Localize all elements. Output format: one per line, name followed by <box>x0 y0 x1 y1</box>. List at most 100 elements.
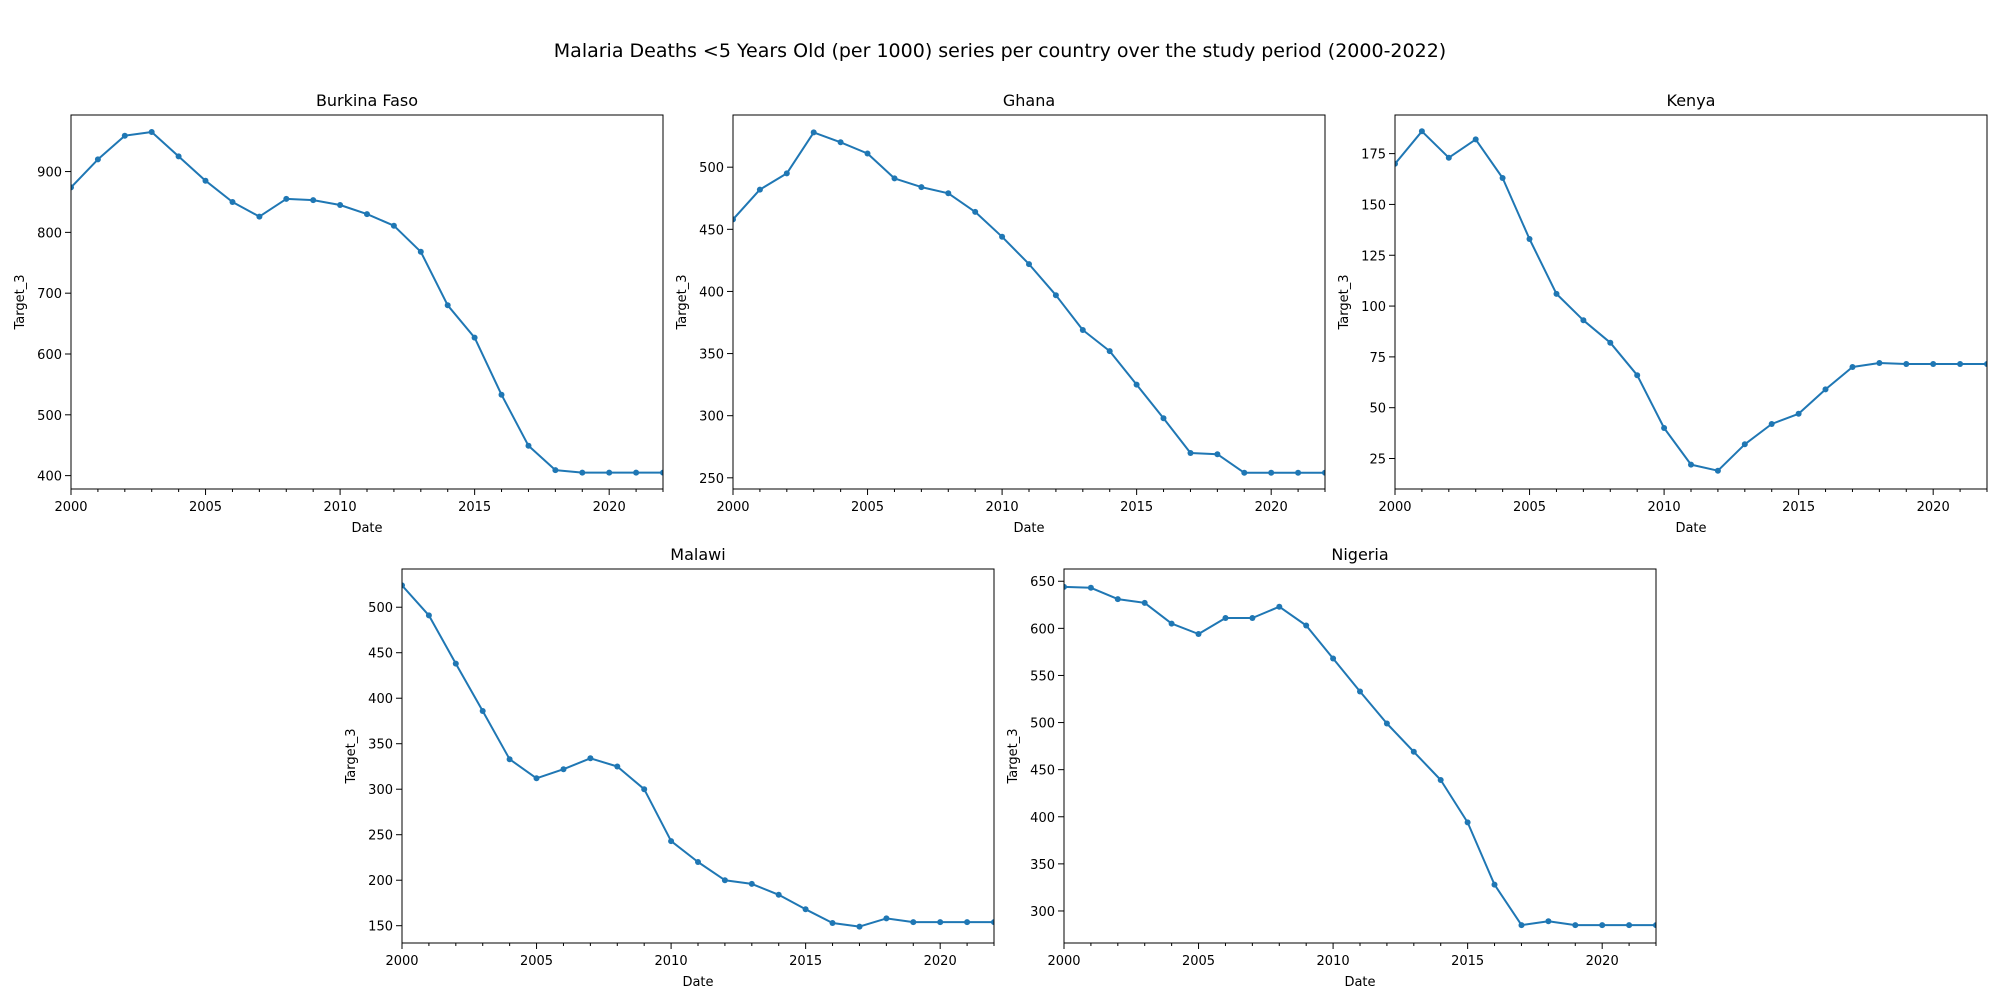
data-point <box>95 156 101 162</box>
x-tick-label: 2010 <box>324 500 357 515</box>
data-point <box>1419 128 1425 134</box>
data-point <box>1599 922 1605 928</box>
data-point <box>526 443 532 449</box>
data-point <box>1107 348 1113 354</box>
y-tick-label: 400 <box>37 470 62 485</box>
data-point <box>614 764 620 770</box>
y-tick-label: 500 <box>37 409 62 424</box>
x-tick-label: 2015 <box>458 500 491 515</box>
data-point <box>1053 292 1059 298</box>
data-point <box>1545 918 1551 924</box>
x-tick-label: 2005 <box>1182 954 1215 969</box>
data-point <box>999 234 1005 240</box>
y-tick-label: 400 <box>1030 811 1055 826</box>
data-point <box>1142 600 1148 606</box>
data-point <box>391 223 397 229</box>
data-point <box>1169 621 1175 627</box>
y-tick-label: 350 <box>699 348 724 363</box>
x-tick-label: 2005 <box>851 500 884 515</box>
x-tick-label: 2000 <box>1378 500 1411 515</box>
data-point <box>480 708 486 714</box>
data-point <box>1026 261 1032 267</box>
y-axis-label: Target_3 <box>344 729 359 785</box>
y-tick-label: 450 <box>1030 764 1055 779</box>
y-tick-label: 350 <box>368 738 393 753</box>
subplot-title: Kenya <box>1667 91 1716 110</box>
data-point <box>865 151 871 157</box>
data-point <box>579 470 585 476</box>
data-point <box>1715 468 1721 474</box>
data-point <box>203 178 209 184</box>
y-tick-label: 150 <box>368 920 393 935</box>
y-tick-label: 450 <box>368 647 393 662</box>
data-point <box>784 170 790 176</box>
data-point <box>803 906 809 912</box>
y-tick-label: 900 <box>37 166 62 181</box>
y-axis-label: Target_3 <box>13 275 28 331</box>
data-point <box>445 302 451 308</box>
data-point <box>230 199 236 205</box>
data-point <box>1492 882 1498 888</box>
data-point <box>1223 615 1229 621</box>
subplot-title: Malawi <box>670 545 725 564</box>
figure-title: Malaria Deaths <5 Years Old (per 1000) s… <box>554 40 1446 62</box>
data-point <box>1276 604 1282 610</box>
subplot-title: Nigeria <box>1331 545 1388 564</box>
y-tick-label: 600 <box>1030 622 1055 637</box>
y-tick-label: 125 <box>1361 249 1386 264</box>
data-point <box>1357 689 1363 695</box>
x-tick-label: 2010 <box>655 954 688 969</box>
data-point <box>418 249 424 255</box>
y-tick-label: 200 <box>368 874 393 889</box>
x-axis-label: Date <box>1013 521 1044 536</box>
x-tick-label: 2000 <box>385 954 418 969</box>
data-point <box>283 196 289 202</box>
x-tick-label: 2000 <box>716 500 749 515</box>
x-axis-label: Date <box>682 975 713 990</box>
data-point <box>1661 425 1667 431</box>
y-tick-label: 150 <box>1361 198 1386 213</box>
x-tick-label: 2000 <box>1047 954 1080 969</box>
y-tick-label: 250 <box>368 829 393 844</box>
data-point <box>1384 721 1390 727</box>
x-tick-label: 2005 <box>1513 500 1546 515</box>
y-axis-label: Target_3 <box>1337 275 1352 331</box>
data-point <box>507 756 513 762</box>
data-point <box>256 214 262 220</box>
x-tick-label: 2005 <box>189 500 222 515</box>
data-point <box>534 775 540 781</box>
data-point <box>1626 922 1632 928</box>
data-point <box>1330 656 1336 662</box>
data-point <box>749 881 755 887</box>
x-tick-label: 2010 <box>1648 500 1681 515</box>
y-tick-label: 450 <box>699 223 724 238</box>
data-point <box>910 919 916 925</box>
data-point <box>499 392 505 398</box>
y-tick-label: 650 <box>1030 575 1055 590</box>
x-axis-label: Date <box>1675 521 1706 536</box>
y-tick-label: 300 <box>1030 905 1055 920</box>
data-point <box>1930 361 1936 367</box>
data-point <box>918 184 924 190</box>
data-point <box>668 838 674 844</box>
data-point <box>1527 236 1533 242</box>
y-tick-label: 400 <box>368 692 393 707</box>
x-tick-label: 2020 <box>1255 500 1288 515</box>
data-point <box>1249 615 1255 621</box>
data-point <box>587 755 593 761</box>
x-tick-label: 2000 <box>54 500 87 515</box>
data-point <box>945 190 951 196</box>
data-point <box>176 153 182 159</box>
data-point <box>1241 470 1247 476</box>
data-point <box>1295 470 1301 476</box>
y-tick-label: 700 <box>37 287 62 302</box>
data-point <box>310 197 316 203</box>
subplot-title: Burkina Faso <box>316 91 418 110</box>
data-point <box>1903 361 1909 367</box>
data-point <box>1268 470 1274 476</box>
x-tick-label: 2020 <box>924 954 957 969</box>
data-point <box>811 129 817 135</box>
data-point <box>722 877 728 883</box>
data-point <box>1303 623 1309 629</box>
x-tick-label: 2020 <box>1586 954 1619 969</box>
